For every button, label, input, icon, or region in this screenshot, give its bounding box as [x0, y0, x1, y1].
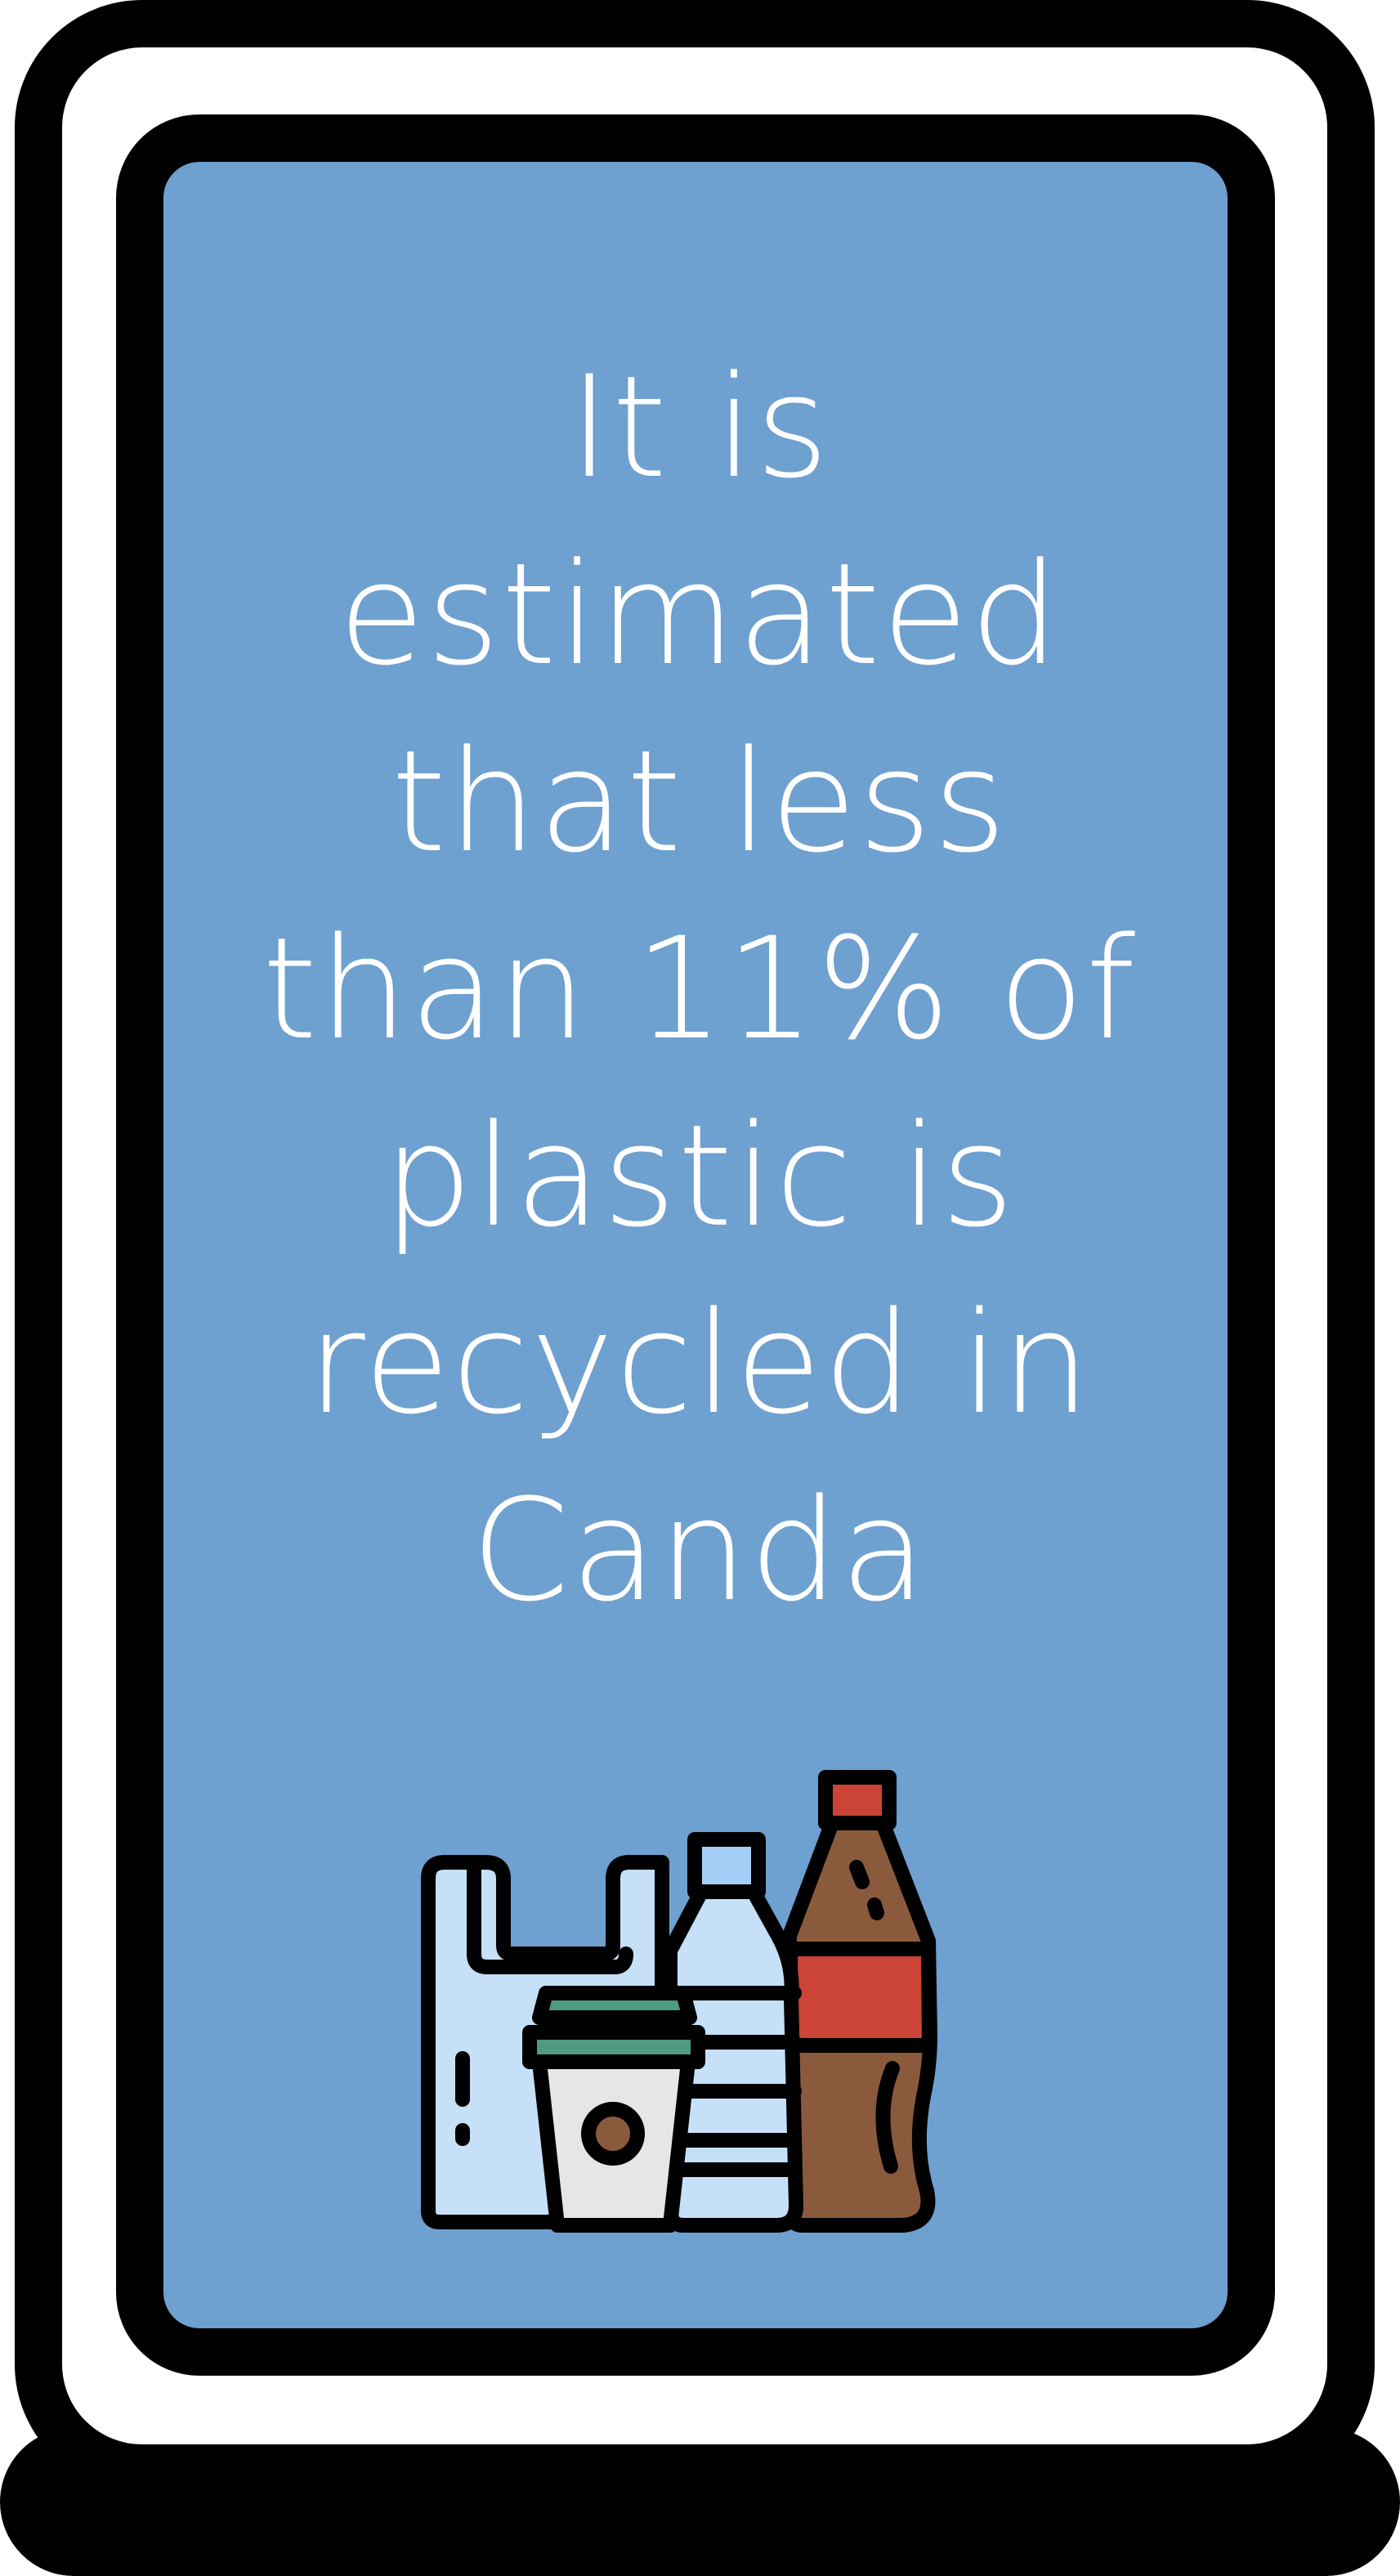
message-line: Canda	[471, 1468, 928, 1633]
message-line: estimated	[338, 532, 1062, 697]
coffee-cup-icon	[522, 1986, 705, 2233]
soda-bottle-icon	[782, 1770, 937, 2233]
water-bottle-icon	[663, 1832, 803, 2233]
message-line: than 11% of	[262, 907, 1138, 1071]
message-line: It is	[568, 345, 831, 509]
message-panel	[116, 114, 1275, 2376]
message-line: plastic is	[383, 1094, 1016, 1258]
plastic-waste-icon	[421, 1770, 937, 2233]
message-line: recycled in	[307, 1281, 1092, 1445]
message-line: that less	[391, 719, 1009, 884]
recycling-statistic: It is estimated that less than 11% of pl…	[253, 334, 1146, 1644]
